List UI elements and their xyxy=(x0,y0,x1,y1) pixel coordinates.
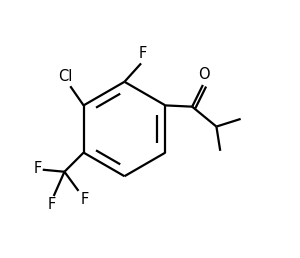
Text: F: F xyxy=(138,46,146,61)
Text: F: F xyxy=(80,192,89,207)
Text: Cl: Cl xyxy=(58,69,73,84)
Text: F: F xyxy=(48,197,56,212)
Text: O: O xyxy=(198,67,209,82)
Text: F: F xyxy=(33,161,41,176)
